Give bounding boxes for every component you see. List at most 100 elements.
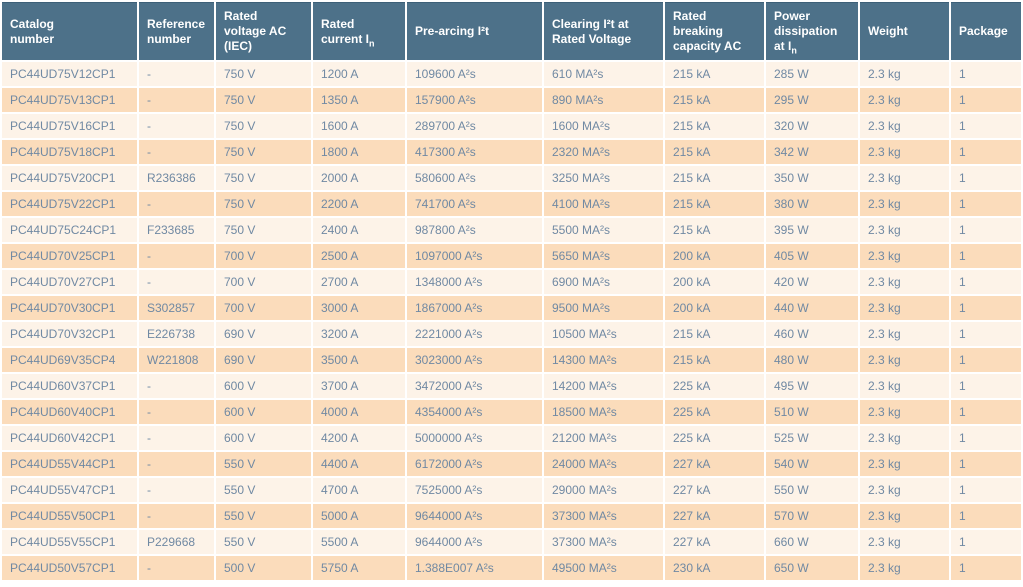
- cell-pre-arcing-i2t: 9644000 A²s: [407, 530, 542, 554]
- cell-package: 1: [951, 348, 1021, 372]
- cell-rated-voltage: 690 V: [216, 348, 311, 372]
- cell-package: 1: [951, 504, 1021, 528]
- table-row: PC44UD70V30CP1 S302857 700 V 3000 A 1867…: [2, 296, 1021, 320]
- cell-weight: 2.3 kg: [860, 88, 949, 112]
- cell-catalog-number: PC44UD50V57CP1: [2, 556, 137, 580]
- cell-clearing-i2t: 1600 MA²s: [544, 114, 663, 138]
- cell-rated-voltage: 750 V: [216, 114, 311, 138]
- cell-catalog-number: PC44UD75V16CP1: [2, 114, 137, 138]
- cell-weight: 2.3 kg: [860, 400, 949, 424]
- cell-breaking-capacity: 227 kA: [665, 452, 764, 476]
- cell-package: 1: [951, 556, 1021, 580]
- cell-power-dissipation: 650 W: [766, 556, 858, 580]
- cell-pre-arcing-i2t: 1348000 A²s: [407, 270, 542, 294]
- cell-rated-voltage: 750 V: [216, 166, 311, 190]
- cell-pre-arcing-i2t: 741700 A²s: [407, 192, 542, 216]
- cell-pre-arcing-i2t: 7525000 A²s: [407, 478, 542, 502]
- cell-package: 1: [951, 114, 1021, 138]
- cell-power-dissipation: 405 W: [766, 244, 858, 268]
- cell-power-dissipation: 495 W: [766, 374, 858, 398]
- cell-catalog-number: PC44UD70V25CP1: [2, 244, 137, 268]
- cell-catalog-number: PC44UD60V37CP1: [2, 374, 137, 398]
- cell-catalog-number: PC44UD69V35CP4: [2, 348, 137, 372]
- cell-pre-arcing-i2t: 3472000 A²s: [407, 374, 542, 398]
- cell-clearing-i2t: 10500 MA²s: [544, 322, 663, 346]
- cell-package: 1: [951, 192, 1021, 216]
- cell-reference-number: -: [139, 270, 214, 294]
- cell-reference-number: F233685: [139, 218, 214, 242]
- cell-weight: 2.3 kg: [860, 62, 949, 86]
- cell-clearing-i2t: 4100 MA²s: [544, 192, 663, 216]
- cell-weight: 2.3 kg: [860, 426, 949, 450]
- cell-pre-arcing-i2t: 9644000 A²s: [407, 504, 542, 528]
- table-row: PC44UD75V22CP1 - 750 V 2200 A 741700 A²s…: [2, 192, 1021, 216]
- cell-reference-number: E226738: [139, 322, 214, 346]
- cell-reference-number: R236386: [139, 166, 214, 190]
- table-row: PC44UD75C24CP1 F233685 750 V 2400 A 9878…: [2, 218, 1021, 242]
- cell-package: 1: [951, 452, 1021, 476]
- cell-rated-voltage: 750 V: [216, 218, 311, 242]
- cell-weight: 2.3 kg: [860, 270, 949, 294]
- cell-catalog-number: PC44UD75V13CP1: [2, 88, 137, 112]
- table-row: PC44UD75V20CP1 R236386 750 V 2000 A 5806…: [2, 166, 1021, 190]
- cell-rated-voltage: 550 V: [216, 478, 311, 502]
- cell-reference-number: P229668: [139, 530, 214, 554]
- cell-reference-number: -: [139, 504, 214, 528]
- cell-pre-arcing-i2t: 109600 A²s: [407, 62, 542, 86]
- table-body: PC44UD75V12CP1 - 750 V 1200 A 109600 A²s…: [2, 62, 1021, 580]
- table-row: PC44UD75V13CP1 - 750 V 1350 A 157900 A²s…: [2, 88, 1021, 112]
- cell-breaking-capacity: 200 kA: [665, 270, 764, 294]
- cell-pre-arcing-i2t: 5000000 A²s: [407, 426, 542, 450]
- cell-clearing-i2t: 14200 MA²s: [544, 374, 663, 398]
- column-header-power-dissipation: Power dissipation at In: [766, 2, 858, 60]
- cell-package: 1: [951, 88, 1021, 112]
- cell-catalog-number: PC44UD75V12CP1: [2, 62, 137, 86]
- cell-weight: 2.3 kg: [860, 478, 949, 502]
- cell-rated-current: 5000 A: [313, 504, 405, 528]
- cell-power-dissipation: 395 W: [766, 218, 858, 242]
- cell-power-dissipation: 320 W: [766, 114, 858, 138]
- cell-catalog-number: PC44UD75V22CP1: [2, 192, 137, 216]
- cell-package: 1: [951, 218, 1021, 242]
- table-row: PC44UD69V35CP4 W221808 690 V 3500 A 3023…: [2, 348, 1021, 372]
- cell-power-dissipation: 510 W: [766, 400, 858, 424]
- cell-rated-voltage: 600 V: [216, 426, 311, 450]
- cell-catalog-number: PC44UD55V44CP1: [2, 452, 137, 476]
- cell-pre-arcing-i2t: 3023000 A²s: [407, 348, 542, 372]
- table-header-row: Catalog number Reference number Rated vo…: [2, 2, 1021, 60]
- cell-breaking-capacity: 215 kA: [665, 88, 764, 112]
- column-header-pre-arcing-i2t: Pre-arcing I²t: [407, 2, 542, 60]
- cell-pre-arcing-i2t: 417300 A²s: [407, 140, 542, 164]
- cell-reference-number: S302857: [139, 296, 214, 320]
- cell-rated-voltage: 750 V: [216, 88, 311, 112]
- cell-power-dissipation: 285 W: [766, 62, 858, 86]
- table-row: PC44UD75V12CP1 - 750 V 1200 A 109600 A²s…: [2, 62, 1021, 86]
- cell-reference-number: -: [139, 62, 214, 86]
- cell-clearing-i2t: 890 MA²s: [544, 88, 663, 112]
- column-header-catalog-number: Catalog number: [2, 2, 137, 60]
- cell-power-dissipation: 550 W: [766, 478, 858, 502]
- cell-reference-number: -: [139, 114, 214, 138]
- cell-breaking-capacity: 215 kA: [665, 62, 764, 86]
- cell-rated-voltage: 750 V: [216, 62, 311, 86]
- cell-rated-current: 5750 A: [313, 556, 405, 580]
- cell-package: 1: [951, 374, 1021, 398]
- cell-clearing-i2t: 21200 MA²s: [544, 426, 663, 450]
- cell-pre-arcing-i2t: 987800 A²s: [407, 218, 542, 242]
- cell-rated-current: 2500 A: [313, 244, 405, 268]
- cell-clearing-i2t: 610 MA²s: [544, 62, 663, 86]
- cell-breaking-capacity: 200 kA: [665, 244, 764, 268]
- cell-rated-current: 1200 A: [313, 62, 405, 86]
- cell-clearing-i2t: 5500 MA²s: [544, 218, 663, 242]
- cell-rated-current: 2000 A: [313, 166, 405, 190]
- cell-rated-current: 1800 A: [313, 140, 405, 164]
- cell-reference-number: -: [139, 478, 214, 502]
- table-row: PC44UD75V16CP1 - 750 V 1600 A 289700 A²s…: [2, 114, 1021, 138]
- cell-rated-current: 2400 A: [313, 218, 405, 242]
- cell-rated-voltage: 600 V: [216, 400, 311, 424]
- table-row: PC44UD60V42CP1 - 600 V 4200 A 5000000 A²…: [2, 426, 1021, 450]
- cell-rated-current: 4400 A: [313, 452, 405, 476]
- cell-weight: 2.3 kg: [860, 348, 949, 372]
- cell-reference-number: -: [139, 426, 214, 450]
